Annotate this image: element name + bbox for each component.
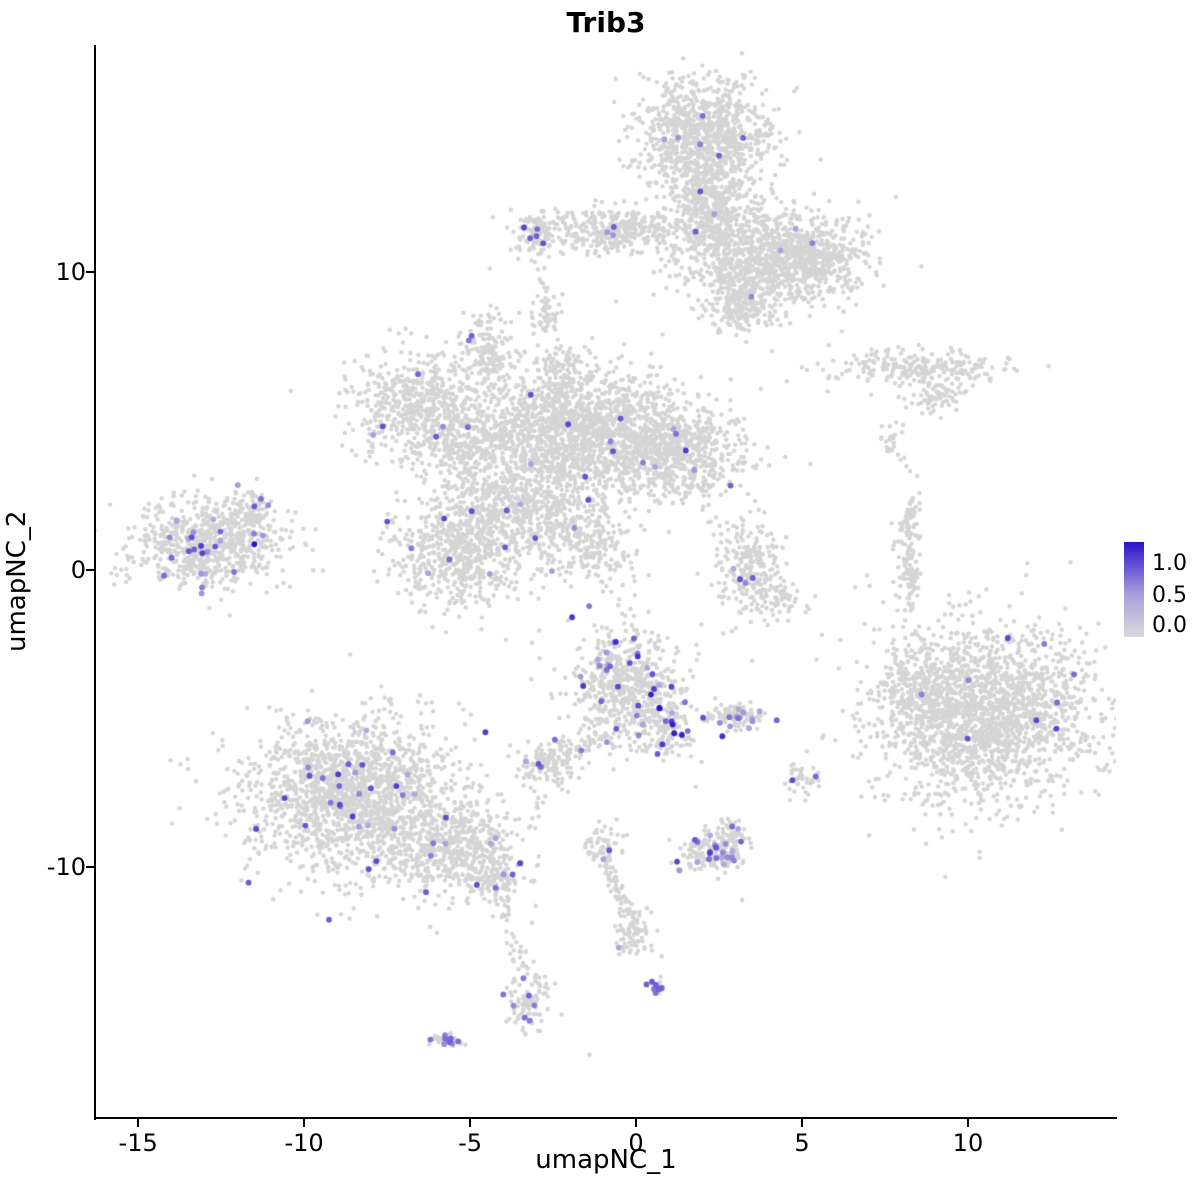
- x-tick-label: -10: [284, 1129, 324, 1157]
- y-tick-label: 10: [55, 257, 86, 286]
- x-axis-label: umapNC_1: [535, 1145, 677, 1175]
- x-tick: [635, 1119, 638, 1127]
- x-tick-label: 5: [794, 1129, 810, 1157]
- legend-label-min: 0.0: [1152, 613, 1187, 638]
- legend: 1.0 0.5 0.0: [1124, 542, 1196, 642]
- legend-label-mid: 0.5: [1152, 583, 1187, 608]
- y-tick: [86, 866, 94, 869]
- x-tick-label: 10: [952, 1129, 984, 1157]
- x-tick-label: -5: [458, 1129, 483, 1157]
- x-tick: [966, 1119, 969, 1127]
- x-tick: [469, 1119, 472, 1127]
- y-tick-label: -10: [46, 853, 86, 882]
- x-axis-line: [94, 1117, 1117, 1119]
- x-tick-label: -15: [118, 1129, 158, 1157]
- legend-colorbar: [1124, 542, 1144, 637]
- y-axis-line: [94, 45, 96, 1120]
- plot-title: Trib3: [566, 6, 646, 39]
- y-tick: [86, 270, 94, 273]
- y-tick: [86, 568, 94, 571]
- y-tick-label: 0: [70, 555, 86, 584]
- x-tick: [801, 1119, 803, 1127]
- x-tick: [303, 1119, 306, 1127]
- umap-scatter-canvas: [96, 45, 1116, 1117]
- legend-label-max: 1.0: [1152, 551, 1187, 576]
- plot-area: [96, 45, 1116, 1117]
- x-tick-label: 0: [628, 1129, 644, 1157]
- x-tick: [137, 1119, 140, 1127]
